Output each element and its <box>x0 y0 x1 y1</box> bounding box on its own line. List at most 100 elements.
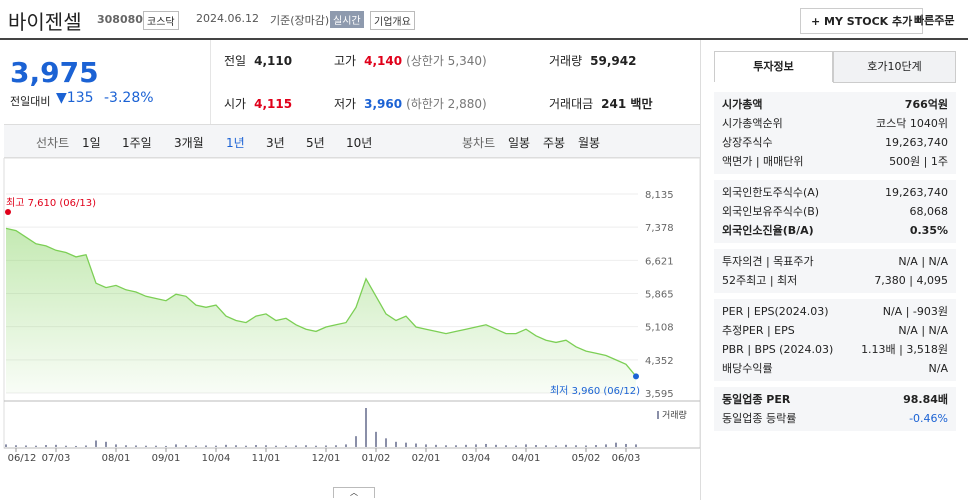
info-row: 추정PER | EPS N/A | N/A <box>714 321 956 340</box>
volume-bar <box>165 445 167 447</box>
info-group: 동일업종 PER 98.84배 동일업종 등락률 -0.46% <box>714 387 956 431</box>
stat: 전일 4,110 <box>224 52 292 69</box>
price-line <box>5 227 637 377</box>
basis: 기준(장마감) <box>270 14 330 27</box>
candle-tab[interactable]: 주봉 <box>543 136 566 150</box>
info-row: 시가총액 766억원 <box>714 95 956 114</box>
volume-bar <box>115 444 117 447</box>
info-label: 추정PER | EPS <box>722 324 795 337</box>
volume-bar <box>525 444 527 447</box>
period-tab[interactable]: 10년 <box>346 136 373 150</box>
volume-bar <box>585 445 587 447</box>
info-row: 외국인보유주식수(B) 68,068 <box>714 202 956 221</box>
x-tick-label: 09/01 <box>152 453 181 464</box>
my-stock-button[interactable]: + MY STOCK 추가 <box>800 8 924 34</box>
collapse-button[interactable]: ︿ <box>333 487 375 498</box>
volume-bar <box>335 445 337 447</box>
left-panel: 3,975 전일대비 ▼135 -3.28% 전일 4,110 고가 4,140 (상한… <box>4 40 701 500</box>
period-tab[interactable]: 5년 <box>306 136 325 150</box>
info-value: -0.46% <box>909 412 948 425</box>
info-value: N/A | N/A <box>898 255 948 268</box>
stock-code: 308080 <box>97 13 143 26</box>
x-tick-label: 03/04 <box>462 453 491 464</box>
info-value: N/A | -903원 <box>882 305 948 318</box>
period-tab[interactable]: 1년 <box>226 136 245 150</box>
period-tab[interactable]: 3년 <box>266 136 285 150</box>
info-label: PBR | BPS (2024.03) <box>722 343 834 356</box>
stat: 거래량 59,942 <box>549 52 636 69</box>
volume-bar <box>195 445 197 447</box>
volume-bar <box>425 444 427 447</box>
orderbook-tab[interactable]: 호가10단계 <box>833 51 956 83</box>
volume-bar <box>495 444 497 447</box>
min-label: 최저 3,960 (06/12) <box>550 385 640 397</box>
stat-label: 시가 <box>224 97 247 111</box>
info-value: 68,068 <box>909 205 949 218</box>
x-tick-label: 07/03 <box>42 453 71 464</box>
last-point <box>633 373 639 380</box>
stat-value: 241 백만 <box>601 97 653 111</box>
volume-legend: 거래량 <box>662 409 687 421</box>
candle-tab[interactable]: 일봉 <box>508 136 531 150</box>
stat: 거래대금 241 백만 <box>549 95 652 112</box>
volume-bar <box>5 444 7 447</box>
chart: 3,595 4,352 5,108 5,865 6,621 7,378 8,135 06/12… <box>3 158 700 464</box>
stat-extra: (하한가 2,880) <box>406 97 487 111</box>
volume-bar <box>135 445 137 447</box>
stat-value: 59,942 <box>590 54 637 68</box>
volume-bar <box>155 445 157 447</box>
info-group: PER | EPS(2024.03) N/A | -903원 추정PER | EPS… <box>714 299 956 381</box>
volume-bar <box>535 445 537 447</box>
stat: 시가 4,115 <box>224 95 292 112</box>
period-tabs: 선차트 1일 1주일 3개월 1년 3년 5년 10년 봉차트 일봉 주봉 월봉 <box>4 124 700 158</box>
info-label: 동일업종 등락률 <box>722 412 797 425</box>
period-tab[interactable]: 3개월 <box>174 136 204 150</box>
volume-bar <box>295 445 297 447</box>
info-row: 배당수익률 N/A <box>714 359 956 378</box>
candle-tab[interactable]: 월봉 <box>578 136 601 150</box>
x-tick-label: 01/02 <box>362 453 391 464</box>
volume-bar <box>365 408 367 447</box>
volume-bar <box>305 445 307 447</box>
volume-bar <box>355 436 357 447</box>
price-area <box>6 228 636 393</box>
y-tick-label: 8,135 <box>645 190 674 201</box>
info-label: 배당수익률 <box>722 362 773 375</box>
stock-name: 바이젠셀 <box>8 10 82 34</box>
info-label: 외국인한도주식수(A) <box>722 186 820 199</box>
x-tick-label: 11/01 <box>252 453 281 464</box>
info-row: 외국인한도주식수(A) 19,263,740 <box>714 183 956 202</box>
quick-order[interactable]: 빠른주문 <box>914 14 955 27</box>
period-tab[interactable]: 1일 <box>82 136 101 150</box>
volume-bar <box>575 445 577 447</box>
volume-bar <box>275 445 277 447</box>
header: 바이젠셀 308080 코스닥 2024.06.12 기준(장마감) 실시간 기… <box>0 0 968 40</box>
stat-value: 4,110 <box>254 54 293 68</box>
stat-extra: (상한가 5,340) <box>406 54 487 68</box>
y-tick-label: 7,378 <box>645 223 674 234</box>
volume-bar <box>405 442 407 447</box>
volume-bar <box>25 445 27 447</box>
stat: 고가 4,140 (상한가 5,340) <box>334 52 487 69</box>
stat-value: 4,140 <box>364 54 403 68</box>
volume-bar <box>545 445 547 447</box>
info-row: 상장주식수 19,263,740 <box>714 133 956 152</box>
volume-bar <box>65 445 67 447</box>
volume-bar <box>485 443 487 447</box>
info-row: 동일업종 등락률 -0.46% <box>714 409 956 428</box>
info-label: 시가총액순위 <box>722 117 783 130</box>
info-label: 52주최고 | 최저 <box>722 274 798 287</box>
info-tab[interactable]: 투자정보 <box>714 51 833 82</box>
info-row: 액면가 | 매매단위 500원 | 1주 <box>714 152 956 171</box>
volume-bar <box>95 440 97 447</box>
x-tick-label: 02/01 <box>412 453 441 464</box>
y-tick-label: 3,595 <box>645 389 674 400</box>
volume-bar <box>315 445 317 447</box>
period-tab[interactable]: 1주일 <box>122 136 152 150</box>
date: 2024.06.12 <box>196 12 259 25</box>
x-tick-label: 08/01 <box>102 453 131 464</box>
y-tick-label: 6,621 <box>645 256 674 267</box>
stat-label: 고가 <box>334 54 357 68</box>
company-button[interactable]: 기업개요 <box>370 11 415 30</box>
